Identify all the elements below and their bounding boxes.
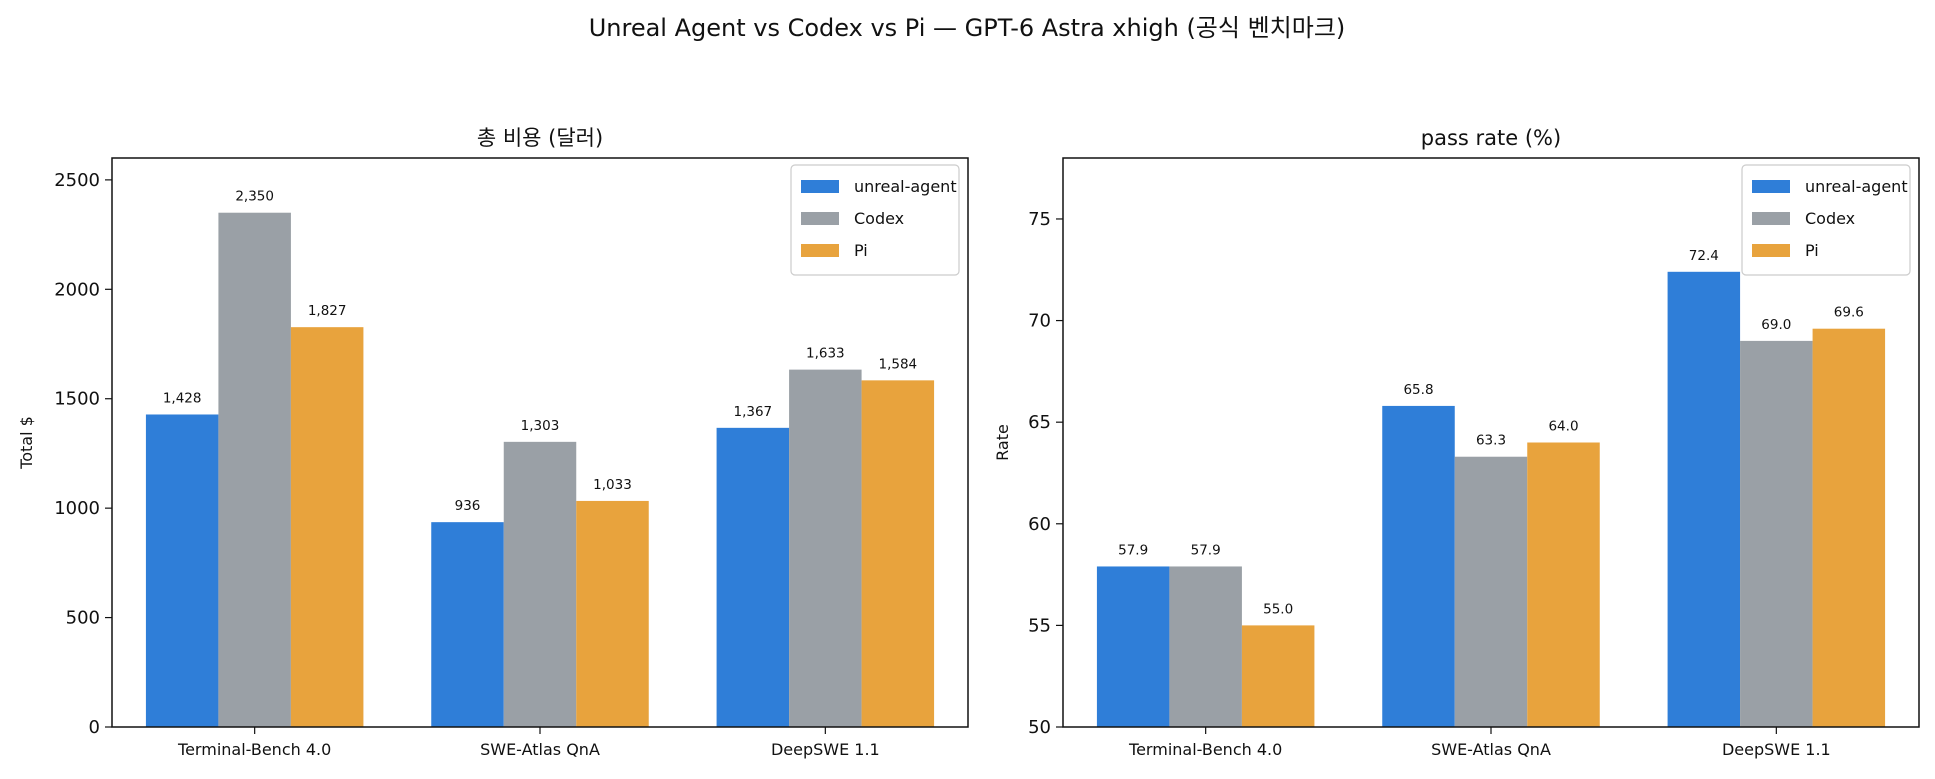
data-label: 55.0 [1263,601,1293,617]
bar-codex-1 [1169,566,1242,727]
x-tick-label: SWE-Atlas QnA [1431,740,1551,759]
legend-swatch [1752,212,1790,225]
bar-pi-1 [1241,625,1315,727]
bar-pi-3 [861,380,935,727]
legend-label: Pi [1805,241,1819,260]
data-label: 1,303 [521,418,560,434]
chart-title: pass rate (%) [1421,126,1561,150]
x-tick-label: DeepSWE 1.1 [1722,740,1831,759]
data-label: 57.9 [1191,542,1221,558]
legend-label: unreal-agent [1805,177,1908,196]
y-tick-label: 1500 [54,389,100,410]
y-tick-label: 2500 [54,170,100,191]
chart-title: 총 비용 (달러) [477,126,603,150]
x-tick-label: SWE-Atlas QnA [480,740,600,759]
legend-swatch [1752,244,1790,257]
bar-unreal-agent-2 [431,522,504,727]
plot-frame [1062,157,1920,728]
chart-panel-2: pass rate (%) Rate 50 55 60 65 70 75 57.9 57.9 55.… [993,126,1920,759]
y-tick-label: 0 [89,717,100,738]
bar-pi-3 [1812,328,1886,727]
bar-codex-1 [218,212,291,727]
plot-frame [111,157,969,728]
data-label: 69.6 [1834,305,1864,321]
y-tick-label: 60 [1028,514,1051,535]
bar-codex-2 [1454,456,1528,727]
data-label: 72.4 [1689,248,1719,264]
bar-pi-2 [1527,442,1600,727]
legend-label: Codex [1805,209,1855,228]
data-label: 1,827 [308,303,347,319]
legend-swatch [1752,180,1790,193]
bar-unreal-agent-2 [1382,405,1455,727]
y-tick-label: 2000 [54,279,100,300]
x-tick-label: Terminal-Bench 4.0 [177,740,331,759]
legend-label: Pi [854,241,868,260]
data-label: 64.0 [1548,419,1578,435]
bar-codex-3 [1740,340,1813,727]
data-label: 1,033 [593,477,632,493]
bar-pi-2 [576,500,649,727]
bar-pi-1 [290,327,364,727]
y-tick-label: 1000 [54,498,100,519]
bar-codex-2 [503,441,577,727]
legend-swatch [801,212,839,225]
legend-swatch [801,180,839,193]
bar-codex-3 [789,369,862,727]
legend-label: unreal-agent [854,177,957,196]
data-label: 936 [455,498,481,514]
legend-swatch [801,244,839,257]
bar-unreal-agent-3 [1667,271,1741,727]
data-label: 57.9 [1118,542,1148,558]
y-tick-label: 50 [1028,717,1051,738]
data-label: 69.0 [1761,317,1791,333]
legend: unreal-agent Codex Pi [1741,164,1911,276]
x-tick-label: DeepSWE 1.1 [771,740,880,759]
legend-label: Codex [854,209,904,228]
bar-unreal-agent-1 [145,414,219,727]
data-label: 1,428 [163,390,202,406]
data-label: 65.8 [1403,382,1433,398]
bar-unreal-agent-3 [716,427,790,727]
y-axis-label: Total $ [17,416,36,470]
data-label: 2,350 [235,189,274,205]
data-label: 63.3 [1476,433,1506,449]
y-tick-label: 70 [1028,311,1051,332]
data-label: 1,633 [806,346,845,362]
y-tick-label: 500 [66,608,100,629]
chart-panel-1: 총 비용 (달러) Total $ 0 500 1000 1500 2000 2500 1,42… [17,126,969,759]
x-tick-label: Terminal-Bench 4.0 [1128,740,1282,759]
legend: unreal-agent Codex Pi [790,164,960,276]
y-tick-label: 55 [1028,615,1051,636]
bar-unreal-agent-1 [1096,566,1170,727]
figure-title: Unreal Agent vs Codex vs Pi — GPT-6 Astr… [589,14,1346,42]
y-tick-label: 65 [1028,412,1051,433]
y-tick-label: 75 [1028,209,1051,230]
y-axis-label: Rate [993,424,1012,461]
data-label: 1,367 [734,404,773,420]
data-label: 1,584 [879,356,918,372]
